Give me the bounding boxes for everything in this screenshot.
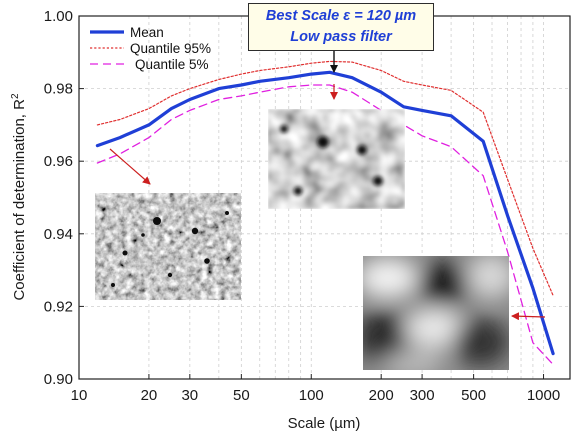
coarse-scale-texture-image [363, 256, 509, 370]
best-scale-texture-dark-spots [280, 125, 383, 196]
x-tick-label: 200 [369, 387, 394, 404]
x-axis-label: Scale (µm) [288, 415, 361, 432]
arrow-to-fine-texture [109, 148, 151, 185]
fine-scale-texture-image [95, 193, 241, 300]
x-tick-label: 30 [181, 387, 198, 404]
y-tick-label: 0.96 [44, 153, 73, 170]
x-tick-label: 50 [233, 387, 250, 404]
y-tick-label: 0.94 [44, 226, 73, 243]
y-tick-label: 0.92 [44, 298, 73, 315]
y-tick-label: 1.00 [44, 8, 73, 25]
y-axis-label-main: Coefficient of determination, R [11, 99, 28, 301]
axis-ticks: 10 20 30 50 100 200 300 500 1000 0.90 0.92 0.94 0.96… [44, 8, 560, 404]
y-axis-label: Coefficient of determination, R2 [10, 93, 28, 301]
x-tick-label: 100 [299, 387, 324, 404]
x-tick-label: 500 [461, 387, 486, 404]
series-line-quantile-95 [96, 60, 554, 297]
x-tick-label: 1000 [527, 387, 560, 404]
series-line-mean [95, 70, 555, 356]
y-axis-label-superscript: 2 [10, 93, 21, 99]
best-scale-texture-image [268, 109, 405, 209]
series-layer [95, 60, 555, 366]
best-scale-callout: Best Scale ε = 120 µm Low pass filter [248, 3, 434, 51]
legend-label: Mean [130, 25, 164, 40]
series-line-quantile-5 [96, 84, 554, 366]
x-tick-label: 300 [410, 387, 435, 404]
best-scale-title: Best Scale ε = 120 µm [265, 8, 417, 24]
y-tick-label: 0.98 [44, 81, 73, 98]
arrow-to-coarse-texture [511, 312, 546, 321]
coarse-texture-blobs [363, 256, 509, 370]
low-pass-filter-label: Low pass filter [290, 29, 392, 45]
x-tick-label: 10 [71, 387, 88, 404]
y-tick-label: 0.90 [44, 371, 73, 388]
x-tick-label: 20 [141, 387, 158, 404]
fine-texture-dark-spots [111, 211, 229, 287]
legend-label: Quantile 95% [130, 41, 211, 56]
legend-label: Quantile 5% [135, 57, 209, 72]
